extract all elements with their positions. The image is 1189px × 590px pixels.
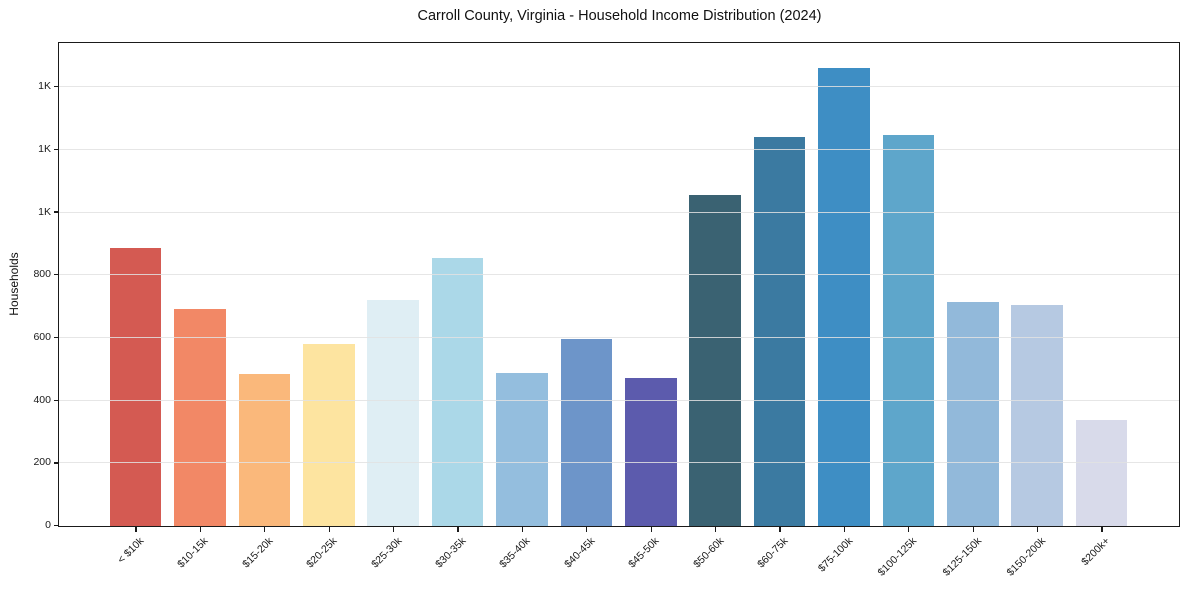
x-tick-label-text: $35-40k <box>497 534 533 570</box>
x-tick-label-text: $100-125k <box>875 534 920 579</box>
x-tick-label-text: $125-150k <box>940 534 984 579</box>
x-tick-mark <box>199 527 202 532</box>
x-tick-mark <box>908 527 910 532</box>
bar-$50-60k <box>689 194 741 526</box>
x-tick-label-text: $60-75k <box>755 534 791 570</box>
y-tick-mark <box>54 336 59 339</box>
x-tick-label-text: $75-100k <box>815 534 855 575</box>
x-tick-label-text: $15-20k <box>239 534 276 570</box>
x-tick-mark <box>843 527 846 532</box>
bar-$150-200k <box>1011 305 1063 526</box>
x-tick-mark <box>264 527 266 532</box>
bar-$10-15k <box>174 309 226 526</box>
bar-< $10k <box>109 247 162 526</box>
x-tick-label-text: $50-60k <box>690 534 727 570</box>
x-tick-mark <box>1101 527 1103 532</box>
y-tick-label: 0 <box>45 519 51 532</box>
bar-$40-45k <box>560 339 613 526</box>
y-tick-label: 600 <box>33 330 51 343</box>
x-tick-mark <box>457 527 459 532</box>
bar-$35-40k <box>496 373 548 526</box>
chart-title: Carroll County, Virginia - Household Inc… <box>417 8 822 24</box>
bar-$30-35k <box>431 257 484 526</box>
x-tick-mark <box>779 527 781 532</box>
plot-area <box>58 42 1180 527</box>
bar-$45-50k <box>625 378 677 526</box>
bar-$60-75k <box>753 137 806 526</box>
x-tick-label-text: $45-50k <box>626 534 662 570</box>
x-tick-mark <box>135 527 137 532</box>
x-tick-label-text: $30-35k <box>433 534 469 570</box>
x-tick-label-text: $20-25k <box>304 534 340 570</box>
bar-$75-100k <box>818 68 870 526</box>
x-tick-mark <box>328 527 330 532</box>
x-tick-mark <box>1036 527 1039 532</box>
y-tick-mark <box>54 148 59 151</box>
y-tick-label: 1K <box>38 142 51 155</box>
x-tick-mark <box>650 527 652 532</box>
y-tick-label: 200 <box>33 456 51 469</box>
y-tick-label: 1K <box>38 205 51 218</box>
y-tick-label: 800 <box>33 268 51 281</box>
x-tick-label-text: $10-15k <box>175 534 211 570</box>
bar-$200k+ <box>1075 420 1128 526</box>
bar-$125-150k <box>947 301 999 526</box>
y-tick-mark <box>54 525 59 527</box>
bar-$20-25k <box>303 343 355 526</box>
bar-$25-30k <box>367 300 419 526</box>
y-tick-mark <box>54 274 59 276</box>
x-tick-label-text: $200k+ <box>1079 534 1113 568</box>
y-tick-mark <box>54 211 59 213</box>
y-tick-mark <box>54 462 59 464</box>
x-tick-label-text: $40-45k <box>561 534 598 570</box>
bars-layer <box>59 43 1179 526</box>
bar-$15-20k <box>238 373 291 526</box>
x-tick-label-text: $150-200k <box>1004 534 1049 579</box>
x-tick-label-text: < $10k <box>115 534 147 566</box>
x-tick-mark <box>392 527 395 532</box>
x-tick-mark <box>714 527 717 532</box>
y-tick-mark <box>54 399 59 401</box>
y-tick-label: 400 <box>33 393 51 406</box>
y-tick-label: 1K <box>38 80 51 93</box>
x-tick-mark <box>586 527 588 532</box>
y-axis-label: Households <box>7 252 21 316</box>
x-tick-mark <box>972 527 974 532</box>
y-tick-mark <box>54 86 59 88</box>
x-tick-label-text: $25-30k <box>368 534 405 570</box>
x-tick-mark <box>521 527 524 532</box>
bar-$100-125k <box>882 135 935 526</box>
